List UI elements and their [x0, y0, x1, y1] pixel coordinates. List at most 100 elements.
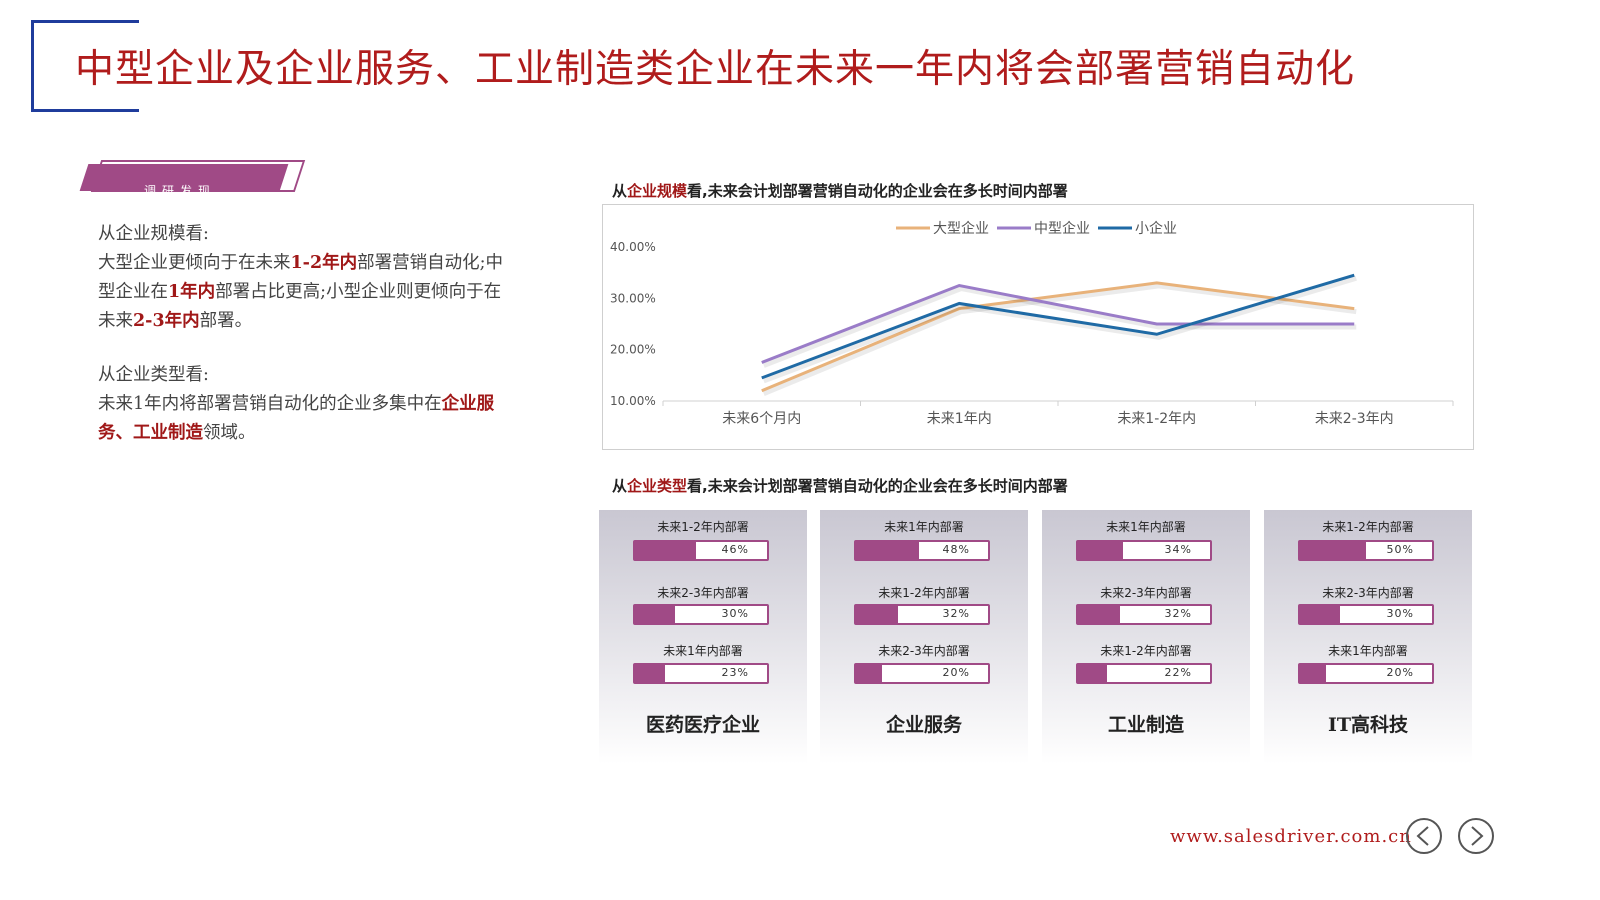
- progress-label: 未来1年内部署: [1106, 520, 1186, 534]
- heading-prefix: 从: [612, 182, 628, 200]
- legend-label: 小企业: [1135, 220, 1177, 237]
- progress-fill: [856, 665, 883, 682]
- progress-value: 20%: [1386, 666, 1414, 679]
- progress-fill: [635, 542, 696, 559]
- y-tick-label: 40.00%: [610, 240, 656, 254]
- progress-label: 未来2-3年内部署: [1100, 586, 1192, 600]
- progress-label: 未来1-2年内部署: [1322, 520, 1414, 534]
- progress-bar: 30%: [633, 604, 769, 625]
- highlight-run: 企业服务: [98, 394, 495, 443]
- x-tick-label: 未来1-2年内: [1117, 411, 1196, 427]
- legend-label: 中型企业: [1034, 220, 1090, 237]
- page-title: 中型企业及企业服务、工业制造类企业在未来一年内将会部署营销自动化: [75, 47, 1356, 92]
- heading-highlight: 企业规模: [627, 182, 688, 200]
- progress-label: 未来1年内部署: [1328, 644, 1408, 658]
- findings-p1: 大型企业更倾向于在未来1-2年内部署营销自动化;中型企业在1年内部署占比更高;小…: [98, 249, 518, 336]
- line-chart: 10.00% 20.00% 30.00% 40.00% 未来6个月内 未来1年内 未来1-2…: [602, 204, 1474, 450]
- progress-fill: [635, 665, 666, 682]
- heading-suffix: 看,未来会计划部署营销自动化的企业会在多长时间内部署: [687, 182, 1068, 200]
- x-tick-label: 未来1年内: [927, 411, 992, 427]
- y-tick-label: 20.00%: [610, 343, 656, 357]
- progress-label: 未来2-3年内部署: [657, 586, 749, 600]
- series-line-1: [761, 281, 1355, 393]
- text-run: 部署占比更高;小型企业则更倾向于在未来: [98, 282, 502, 331]
- progress-fill: [635, 606, 675, 623]
- progress-value: 32%: [942, 607, 970, 620]
- progress-label: 未来2-3年内部署: [1322, 586, 1414, 600]
- progress-fill: [1078, 665, 1108, 682]
- progress-value: 34%: [1164, 543, 1192, 556]
- highlight-run: 1年内: [168, 282, 216, 302]
- progress-value: 30%: [1386, 607, 1414, 620]
- text-run: 部署营销自动化;中型企业在: [98, 253, 504, 302]
- findings-text: 从企业规模看: 大型企业更倾向于在未来1-2年内部署营销自动化;中型企业在1年内…: [98, 220, 518, 448]
- progress-label: 未来2-3年内部署: [878, 644, 970, 658]
- highlight-run: 工业制造: [133, 423, 203, 443]
- findings-p2: 未来1年内将部署营销自动化的企业多集中在企业服务、工业制造领域。: [98, 390, 518, 448]
- progress-fill: [1078, 606, 1121, 623]
- text-run: 大型企业更倾向于在未来: [98, 253, 291, 273]
- progress-bar: 23%: [633, 663, 769, 684]
- progress-fill: [1300, 606, 1340, 623]
- text-run: 部署。: [199, 311, 253, 331]
- progress-value: 22%: [1164, 666, 1192, 679]
- section-heading-type: 从企业类型看,未来会计划部署营销自动化的企业会在多长时间内部署: [612, 475, 1068, 496]
- heading-highlight: 企业类型: [627, 477, 688, 495]
- prev-button[interactable]: [1406, 818, 1442, 854]
- industry-name: 企业服务: [885, 714, 962, 736]
- x-tick-label: 未来2-3年内: [1315, 411, 1394, 427]
- line-chart-svg: 10.00% 20.00% 30.00% 40.00% 未来6个月内 未来1年内 未来1-2…: [610, 220, 1454, 427]
- progress-label: 未来1年内部署: [663, 644, 743, 658]
- heading-suffix: 看,未来会计划部署营销自动化的企业会在多长时间内部署: [687, 477, 1068, 495]
- chevron-left-icon: [1416, 826, 1429, 846]
- series-shadow: [762, 285, 1357, 368]
- progress-bar: 46%: [633, 540, 769, 561]
- series-line-2: [761, 283, 1355, 364]
- industry-name: 医药医疗企业: [645, 714, 760, 736]
- next-button[interactable]: [1458, 818, 1494, 854]
- findings-tag: 调研发现: [79, 160, 306, 198]
- y-tick-label: 30.00%: [610, 291, 656, 305]
- progress-value: 32%: [1164, 607, 1192, 620]
- progress-label: 未来1-2年内部署: [878, 586, 970, 600]
- progress-bar: 48%: [854, 540, 990, 561]
- tag-label: 调研发现: [144, 184, 217, 198]
- highlight-run: 1-2年内: [290, 253, 358, 273]
- y-tick-label: 10.00%: [610, 394, 656, 408]
- series-shadow: [762, 275, 1357, 384]
- progress-bar: 30%: [1298, 604, 1434, 625]
- heading-prefix: 从: [612, 477, 628, 495]
- highlight-run: 、: [115, 423, 134, 443]
- progress-label: 未来1-2年内部署: [1100, 644, 1192, 658]
- progress-value: 50%: [1386, 543, 1414, 556]
- findings-p1-head: 从企业规模看:: [98, 224, 209, 244]
- x-tick-label: 未来6个月内: [722, 411, 801, 427]
- text-run: 领域。: [203, 423, 256, 443]
- progress-bar: 22%: [1076, 663, 1212, 684]
- progress-fill: [1300, 542, 1366, 559]
- text-run: 未来1年内将部署营销自动化的企业多集中在: [98, 394, 442, 414]
- industry-card: 未来1-2年内部署 46% 未来2-3年内部署 30% 未来1年内部署 23% 医药医疗企业: [599, 510, 807, 764]
- industry-card: 未来1-2年内部署 50% 未来2-3年内部署 30% 未来1年内部署 20% IT高科技: [1264, 510, 1472, 764]
- section-heading-size: 从企业规模看,未来会计划部署营销自动化的企业会在多长时间内部署: [612, 180, 1068, 201]
- chevron-right-icon: [1471, 826, 1484, 846]
- progress-fill: [1300, 665, 1327, 682]
- industry-card: 未来1年内部署 34% 未来2-3年内部署 32% 未来1-2年内部署 22% 工业制造: [1042, 510, 1250, 764]
- progress-value: 46%: [721, 543, 749, 556]
- progress-fill: [856, 542, 920, 559]
- progress-bar: 32%: [854, 604, 990, 625]
- progress-bar: 20%: [854, 663, 990, 684]
- legend-label: 大型企业: [933, 220, 989, 237]
- industry-name: IT高科技: [1327, 714, 1409, 736]
- progress-fill: [1078, 542, 1123, 559]
- findings-p2-head: 从企业类型看:: [98, 365, 209, 385]
- progress-label: 未来1年内部署: [884, 520, 964, 534]
- highlight-run: 2-3年内: [133, 311, 200, 331]
- industry-card: 未来1年内部署 48% 未来1-2年内部署 32% 未来2-3年内部署 20% 企业服务: [820, 510, 1028, 764]
- progress-bar: 32%: [1076, 604, 1212, 625]
- progress-bar: 20%: [1298, 663, 1434, 684]
- website-link[interactable]: www.salesdriver.com.cn: [1170, 826, 1412, 847]
- progress-value: 48%: [942, 543, 970, 556]
- progress-value: 20%: [942, 666, 970, 679]
- progress-value: 23%: [721, 666, 749, 679]
